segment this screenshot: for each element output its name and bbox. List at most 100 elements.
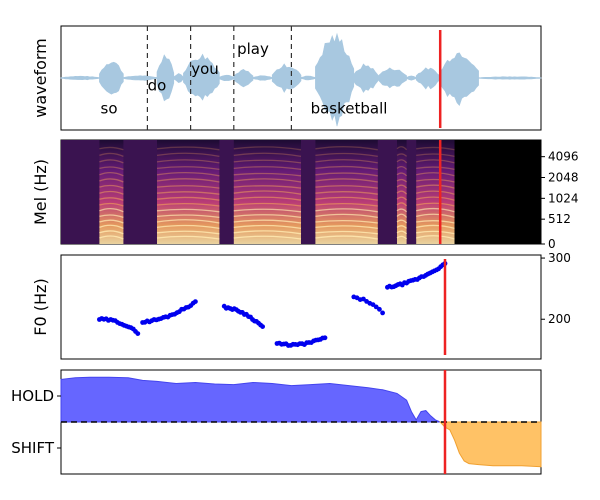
f0-point bbox=[380, 310, 385, 316]
mel-harmonic bbox=[315, 185, 378, 189]
mel-harmonic bbox=[396, 146, 408, 151]
mel-harmonic bbox=[416, 196, 455, 201]
mel-harmonic bbox=[416, 220, 455, 224]
mel-harmonic bbox=[156, 159, 220, 164]
mel-harmonic bbox=[233, 146, 302, 151]
mel-harmonic bbox=[156, 230, 220, 235]
hold-shift-panel: HOLD SHIFT bbox=[11, 369, 542, 475]
mel-harmonic bbox=[233, 185, 302, 189]
mel-harmonic bbox=[233, 224, 302, 230]
mel-ytick-label: 2048 bbox=[548, 171, 579, 185]
mel-harmonic bbox=[99, 235, 124, 240]
mel-harmonic bbox=[156, 208, 220, 213]
mel-harmonic bbox=[99, 202, 124, 207]
mel-harmonic bbox=[396, 208, 408, 213]
mel-harmonic bbox=[99, 224, 124, 229]
waveform-ylabel: waveform bbox=[31, 38, 50, 118]
mel-harmonic bbox=[416, 213, 455, 219]
mel-harmonic bbox=[416, 202, 455, 207]
waveform-signal bbox=[60, 32, 542, 127]
mel-panel: 0 512 1024 2048 4096 Mel (Hz) bbox=[31, 139, 579, 251]
mel-harmonic bbox=[315, 146, 378, 151]
mel-harmonic bbox=[315, 219, 378, 224]
f0-point bbox=[260, 324, 265, 329]
mel-harmonic bbox=[315, 230, 378, 235]
mel-ytick-label: 4096 bbox=[548, 150, 579, 164]
mel-harmonic bbox=[233, 214, 302, 219]
f0-ytick-label: 300 bbox=[548, 251, 571, 265]
f0-point bbox=[193, 299, 198, 304]
mel-harmonic bbox=[233, 159, 302, 164]
mel-harmonic bbox=[156, 152, 220, 158]
mel-harmonic bbox=[99, 159, 124, 164]
mel-harmonic bbox=[315, 213, 378, 219]
mel-harmonic bbox=[315, 165, 378, 171]
mel-harmonic bbox=[233, 202, 302, 207]
mel-harmonic bbox=[156, 219, 220, 224]
waveform-segment bbox=[183, 53, 220, 101]
mel-harmonic bbox=[156, 214, 220, 219]
mel-harmonic bbox=[315, 208, 378, 213]
mel-harmonic bbox=[233, 166, 302, 171]
mel-harmonic bbox=[315, 178, 378, 183]
hold-area bbox=[60, 376, 441, 423]
mel-harmonic bbox=[416, 159, 455, 164]
waveform-segment bbox=[439, 52, 479, 106]
mel-harmonic bbox=[416, 172, 455, 177]
mel-harmonic bbox=[156, 178, 220, 183]
mel-harmonic bbox=[99, 184, 124, 189]
mel-silence bbox=[454, 140, 541, 244]
mel-harmonic bbox=[233, 208, 302, 213]
word-label: do bbox=[148, 76, 167, 94]
mel-harmonic bbox=[233, 178, 302, 183]
mel-harmonic bbox=[396, 235, 408, 240]
mel-voiced-block bbox=[397, 140, 407, 244]
waveform-segment bbox=[271, 63, 302, 93]
mel-harmonic bbox=[416, 235, 455, 240]
mel-harmonic bbox=[396, 178, 408, 183]
mel-harmonic bbox=[416, 207, 455, 213]
mel-harmonic bbox=[233, 172, 302, 177]
mel-harmonic bbox=[315, 191, 378, 195]
mel-harmonic bbox=[99, 208, 124, 213]
mel-harmonic bbox=[156, 146, 220, 151]
mel-harmonic bbox=[315, 225, 378, 230]
mel-harmonic bbox=[233, 196, 302, 201]
mel-harmonic bbox=[156, 202, 220, 207]
waveform-segment bbox=[99, 61, 124, 95]
mel-harmonic bbox=[99, 172, 124, 177]
mel-harmonic bbox=[416, 184, 455, 189]
f0-point bbox=[135, 331, 141, 336]
waveform-segment bbox=[377, 67, 407, 89]
mel-harmonic bbox=[233, 219, 302, 224]
waveform-segment bbox=[156, 54, 175, 102]
mel-harmonic bbox=[396, 153, 408, 157]
f0-ylabel: F0 (Hz) bbox=[31, 278, 50, 335]
mel-harmonic bbox=[396, 230, 408, 235]
mel-harmonic bbox=[233, 235, 302, 240]
mel-harmonic bbox=[396, 202, 408, 207]
mel-ytick-label: 512 bbox=[548, 212, 571, 226]
hold-shift-ytick-label: HOLD bbox=[11, 387, 54, 405]
shift-area bbox=[439, 421, 542, 468]
mel-harmonic bbox=[396, 196, 408, 201]
mel-harmonic bbox=[156, 224, 220, 230]
mel-harmonic bbox=[416, 146, 455, 151]
mel-harmonic bbox=[233, 230, 302, 235]
waveform-segment bbox=[315, 32, 355, 127]
word-label: so bbox=[101, 99, 118, 117]
hold-shift-areas bbox=[60, 376, 542, 468]
mel-yticks: 0 512 1024 2048 4096 bbox=[541, 150, 579, 251]
waveform-segment bbox=[478, 76, 542, 80]
mel-harmonic bbox=[156, 172, 220, 177]
mel-harmonic bbox=[416, 166, 455, 171]
mel-harmonic bbox=[315, 152, 378, 158]
mel-harmonic bbox=[416, 190, 455, 195]
mel-harmonic bbox=[99, 230, 124, 235]
mel-harmonic bbox=[396, 159, 408, 164]
mel-harmonic bbox=[396, 166, 408, 170]
mel-harmonic bbox=[233, 152, 302, 158]
mel-harmonic bbox=[99, 146, 124, 151]
